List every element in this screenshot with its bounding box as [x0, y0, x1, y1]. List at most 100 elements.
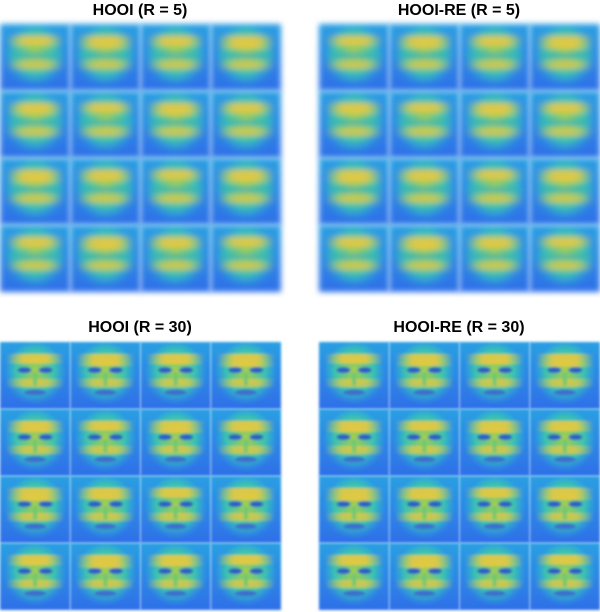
- mouth: [343, 590, 366, 597]
- nose: [352, 573, 357, 587]
- face-tile: [529, 342, 600, 409]
- face-tile: [319, 91, 390, 158]
- face-tile: [0, 409, 71, 476]
- bright-band: [325, 36, 384, 46]
- bright-band: [535, 354, 594, 367]
- nose: [173, 439, 178, 453]
- bright-band: [216, 261, 275, 270]
- dark-band: [467, 253, 522, 260]
- dark-band: [537, 186, 592, 193]
- eye: [568, 434, 583, 441]
- bright-band: [6, 555, 65, 566]
- eye: [17, 367, 32, 374]
- nose: [173, 372, 178, 386]
- eye: [406, 367, 421, 374]
- eye: [357, 434, 372, 441]
- nose: [562, 372, 567, 386]
- nose: [103, 506, 108, 520]
- dark-band: [148, 119, 203, 126]
- bright-band: [465, 354, 524, 365]
- bright-band: [146, 194, 205, 203]
- nose: [562, 506, 567, 520]
- nose: [173, 506, 178, 520]
- eye: [427, 367, 442, 374]
- eye: [568, 568, 583, 575]
- eye: [108, 434, 123, 441]
- bright-band: [76, 261, 135, 270]
- eye: [38, 367, 53, 374]
- face-tile: [529, 409, 600, 476]
- face-tile: [389, 476, 460, 543]
- face-tile: [140, 158, 211, 225]
- dark-band: [537, 119, 592, 126]
- face-tile: [389, 543, 460, 610]
- bright-band: [465, 36, 524, 47]
- eye: [547, 501, 562, 508]
- bright-band: [216, 237, 275, 247]
- face-tile: [459, 225, 530, 292]
- eye: [249, 568, 264, 575]
- bright-band: [465, 60, 524, 69]
- bright-band: [76, 127, 135, 136]
- eye: [87, 434, 102, 441]
- nose: [243, 372, 248, 386]
- face-tile: [140, 476, 211, 543]
- mouth: [234, 389, 257, 396]
- bright-band: [146, 488, 205, 498]
- bright-band: [535, 421, 594, 432]
- mouth: [234, 523, 257, 530]
- face-tile: [459, 476, 530, 543]
- eye: [108, 568, 123, 575]
- dark-band: [8, 253, 63, 260]
- dark-band: [397, 52, 452, 59]
- bright-band: [325, 127, 384, 136]
- bright-band: [465, 194, 524, 203]
- bright-band: [216, 421, 275, 432]
- dark-band: [467, 119, 522, 126]
- mouth: [94, 523, 117, 530]
- mouth: [24, 590, 47, 597]
- eye: [427, 434, 442, 441]
- face-tile: [70, 409, 141, 476]
- bright-band: [6, 261, 65, 270]
- bright-band: [76, 170, 135, 182]
- nose: [492, 573, 497, 587]
- bright-band: [395, 170, 454, 182]
- face-tile: [319, 476, 390, 543]
- face-tile: [0, 225, 71, 292]
- face-tile: [529, 24, 600, 91]
- mouth: [24, 523, 47, 530]
- face-tile: [210, 24, 281, 91]
- nose: [33, 573, 38, 587]
- bright-band: [325, 103, 384, 115]
- bright-band: [76, 421, 135, 431]
- bright-band: [76, 36, 135, 48]
- dark-band: [327, 52, 382, 59]
- eye: [158, 367, 173, 374]
- eye: [357, 367, 372, 374]
- bright-band: [216, 194, 275, 203]
- nose: [562, 439, 567, 453]
- face-tile: [529, 158, 600, 225]
- mouth: [483, 590, 506, 597]
- face-tile: [70, 225, 141, 292]
- mouth: [343, 456, 366, 463]
- face-tile: [529, 476, 600, 543]
- bright-band: [6, 237, 65, 248]
- eye: [228, 568, 243, 575]
- nose: [103, 573, 108, 587]
- bright-band: [216, 127, 275, 136]
- face-tile: [0, 342, 71, 409]
- bright-band: [6, 36, 65, 46]
- eye: [427, 501, 442, 508]
- face-tile: [70, 476, 141, 543]
- bright-band: [535, 488, 594, 500]
- nose: [173, 573, 178, 587]
- dark-band: [537, 52, 592, 59]
- face-tile: [459, 158, 530, 225]
- panel-title: HOOI-RE (R = 5): [398, 2, 520, 19]
- bright-band: [465, 555, 524, 567]
- face-tile: [210, 342, 281, 409]
- eye: [87, 367, 102, 374]
